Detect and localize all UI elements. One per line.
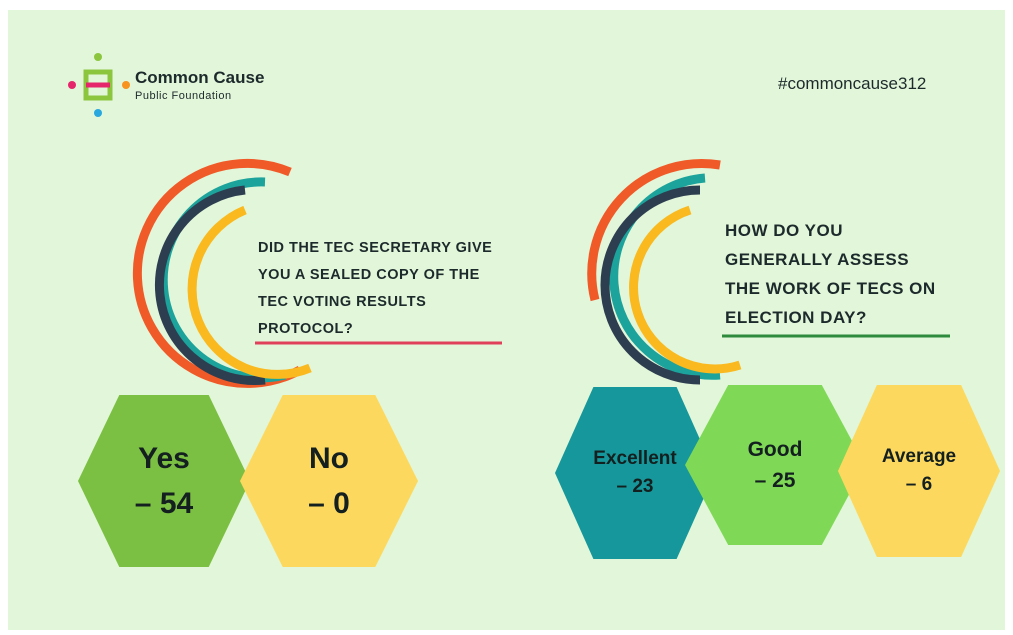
answer-count: – 6 (906, 471, 932, 500)
arc-right (592, 163, 740, 380)
question-line: GENERALLY ASSESS (725, 245, 936, 274)
logo-name: Common Cause (135, 68, 264, 88)
answer-label: Good (748, 434, 803, 466)
answer-count: – 54 (135, 481, 193, 526)
answer-count: – 0 (308, 481, 350, 526)
answer-label: No (309, 436, 349, 481)
answer-label: Yes (138, 436, 190, 481)
question-line: HOW DO YOU (725, 216, 936, 245)
question-line: DID THE TEC SECRETARY GIVE (258, 235, 492, 262)
question-line: PROTOCOL? (258, 316, 492, 343)
question-line: THE WORK OF TECS ON (725, 274, 936, 303)
logo-icon (68, 53, 130, 117)
logo-subtitle: Public Foundation (135, 90, 232, 102)
question-line: YOU A SEALED COPY OF THE (258, 262, 492, 289)
answer-count: – 25 (755, 465, 796, 497)
question-line: TEC VOTING RESULTS (258, 289, 492, 316)
question-line: ELECTION DAY? (725, 303, 936, 332)
answer-label: Excellent (593, 445, 676, 474)
hashtag: #commoncause312 (778, 74, 926, 94)
answer-label: Average (882, 443, 956, 472)
page: Common Cause Public Foundation #commonca… (0, 0, 1013, 635)
answer-count: – 23 (617, 473, 654, 502)
